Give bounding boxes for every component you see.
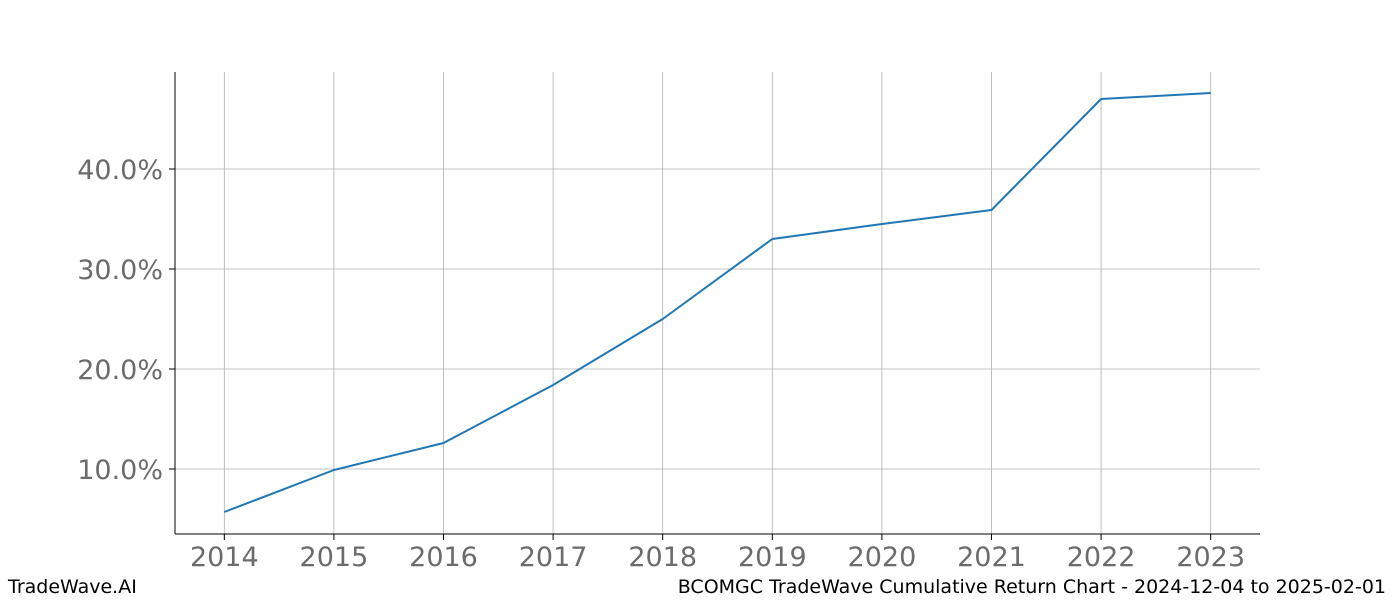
series-line [223,92,1211,513]
x-tick-label: 2020 [848,542,917,573]
y-tick-label: 40.0% [77,155,163,186]
x-tick-label: 2022 [1067,542,1136,573]
x-axis: 2014 2015 2016 2017 2018 2019 2020 2021 2022 2023 [190,534,1245,573]
x-tick-label: 2014 [190,542,259,573]
y-tick-label: 30.0% [77,255,163,286]
x-tick-label: 2023 [1176,542,1245,573]
x-tick-label: 2016 [409,542,478,573]
y-tick-label: 10.0% [77,455,163,486]
y-axis: 10.0% 20.0% 30.0% 40.0% [77,155,175,486]
y-tick-label: 20.0% [77,355,163,386]
x-tick-label: 2015 [300,542,369,573]
axes-spines [174,72,1260,535]
x-tick-label: 2017 [519,542,588,573]
brand-label: TradeWave.AI [8,576,137,598]
x-tick-label: 2018 [628,542,697,573]
chart-caption: BCOMGC TradeWave Cumulative Return Chart… [677,576,1386,598]
x-tick-label: 2019 [738,542,807,573]
grid-lines [175,72,1260,534]
series-layer [223,92,1211,513]
x-tick-label: 2021 [957,542,1026,573]
